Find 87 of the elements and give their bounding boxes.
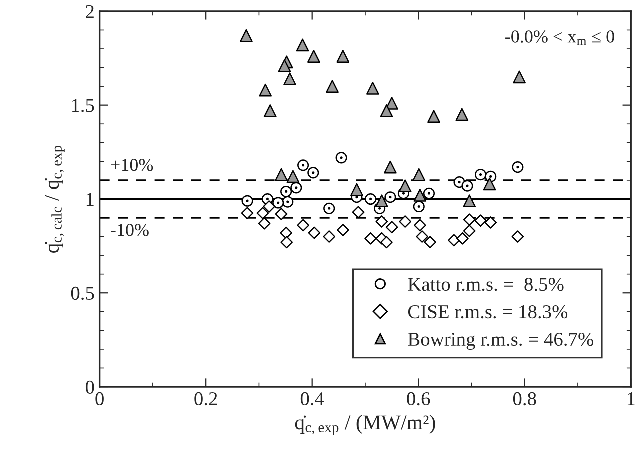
- x-tick-label: 0.2: [194, 392, 218, 406]
- point: [350, 183, 364, 196]
- point: [474, 214, 487, 228]
- point: [323, 230, 336, 243]
- point: [474, 169, 487, 181]
- point: [398, 180, 412, 193]
- point: [384, 160, 397, 174]
- point: [308, 50, 320, 63]
- point: [336, 50, 350, 63]
- point: [484, 216, 498, 229]
- point: [286, 170, 300, 184]
- point: [241, 207, 254, 220]
- y-axis-title: q̇$_{c,calc}$ / q̇$_{c,exp}$: [45, 146, 65, 253]
- y-tick-label: 1: [86, 193, 94, 206]
- point: [380, 236, 393, 249]
- annotation: +10%: [111, 159, 154, 172]
- point: [463, 194, 476, 208]
- x-tick-label: 0: [96, 392, 104, 406]
- point: [413, 200, 425, 213]
- point: [278, 59, 292, 72]
- point: [290, 182, 302, 194]
- legend-label: CISE r.m.s. = 18.3%: [408, 305, 568, 319]
- y-tick-label: 0: [86, 380, 94, 394]
- point: [308, 226, 321, 240]
- point: [264, 104, 277, 118]
- point: [366, 82, 380, 95]
- point: [463, 224, 476, 238]
- y-tick-label: 0.5: [71, 286, 94, 300]
- point: [414, 189, 427, 202]
- x-tick-label: 0.6: [407, 392, 430, 406]
- point: [512, 230, 524, 243]
- point: [364, 232, 377, 245]
- point: [240, 29, 253, 42]
- point: [380, 104, 394, 118]
- legend-label: Katto r.m.s. = 8.5%: [408, 278, 564, 292]
- point: [259, 84, 272, 97]
- point: [275, 168, 288, 182]
- point: [256, 207, 270, 220]
- point: [263, 200, 276, 213]
- point: [298, 160, 310, 172]
- point: [423, 188, 435, 200]
- point: [352, 206, 365, 219]
- point: [275, 208, 288, 220]
- point: [463, 214, 476, 226]
- point: [324, 202, 336, 214]
- point: [336, 152, 348, 164]
- annotation: -10%: [111, 224, 149, 236]
- legend-label: Bowring r.m.s. = 46.7%: [408, 332, 594, 350]
- point: [412, 168, 426, 182]
- point: [297, 219, 310, 232]
- point: [416, 230, 428, 243]
- point: [280, 186, 292, 198]
- point: [386, 221, 398, 234]
- point: [365, 193, 377, 206]
- x-tick-label: 0.8: [513, 392, 536, 406]
- point: [376, 216, 388, 228]
- point: [414, 219, 426, 232]
- point: [424, 236, 436, 249]
- point: [308, 167, 320, 179]
- point: [462, 180, 474, 192]
- point: [280, 226, 292, 240]
- point: [454, 176, 466, 188]
- point: [376, 194, 388, 208]
- point: [258, 217, 271, 230]
- point: [280, 236, 294, 249]
- point: [326, 80, 339, 93]
- point: [336, 224, 350, 236]
- x-tick-label: 1: [628, 392, 635, 406]
- point: [448, 234, 460, 247]
- annotation: -0.0% < x$_{m}$ ≤ 0: [506, 30, 614, 46]
- point: [384, 192, 396, 204]
- point: [483, 178, 496, 191]
- point: [296, 38, 310, 52]
- point: [242, 195, 254, 207]
- y-tick-label: 2: [86, 5, 94, 18]
- x-tick-label: 0.4: [300, 392, 324, 406]
- point: [428, 110, 440, 124]
- point: [282, 196, 294, 208]
- point: [456, 232, 469, 245]
- x-axis-title: q̇$_{c,exp}$ / (MW/m²): [295, 415, 436, 436]
- point: [272, 197, 284, 209]
- point: [512, 162, 524, 174]
- point: [513, 70, 526, 84]
- point: [284, 72, 296, 86]
- y-tick-label: 1.5: [72, 99, 94, 112]
- point: [399, 216, 412, 228]
- point: [456, 108, 469, 122]
